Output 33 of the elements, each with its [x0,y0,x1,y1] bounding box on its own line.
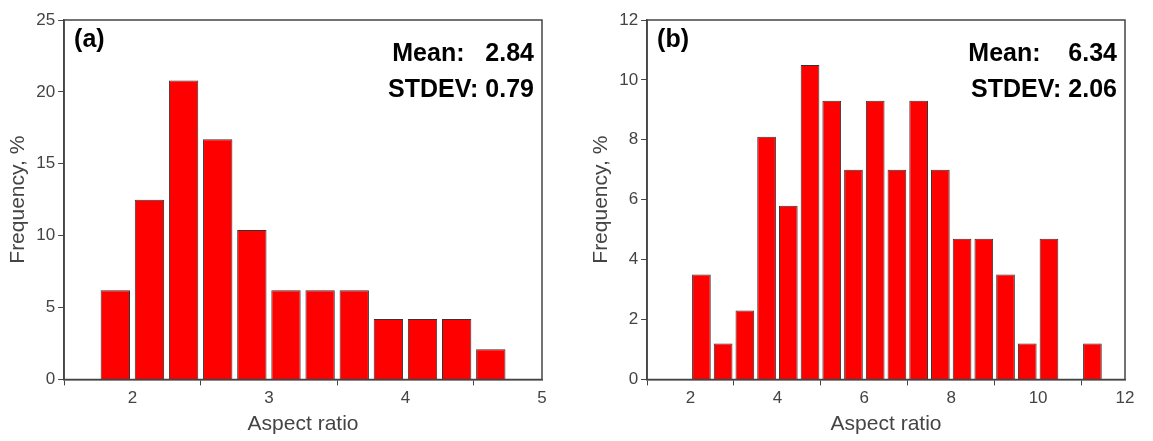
y-tick-label: 0 [628,369,639,389]
x-tick-label: 4 [772,388,783,408]
annotation: STDEV: 0.79 [388,74,534,103]
annotation: STDEV: 2.06 [971,74,1117,103]
y-tick-label: 2 [628,309,639,329]
y-tick-label: 15 [36,153,56,173]
x-tick-label: 10 [1028,388,1048,408]
x-tick-label: 2 [685,388,696,408]
annotation: (a) [74,24,105,53]
y-axis-title: Frequency, % [588,135,612,264]
y-tick-label: 5 [45,297,56,317]
x-axis-title: Aspect ratio [247,411,359,435]
x-tick-label: 4 [400,388,411,408]
annotation: (b) [657,24,690,53]
y-tick-label: 4 [628,249,639,269]
x-tick-label: 12 [1115,388,1135,408]
y-tick-label: 10 [36,225,56,245]
x-tick-label: 3 [264,388,274,408]
y-tick-label: 8 [628,129,639,149]
x-tick-label: 8 [946,388,956,408]
y-tick-label: 0 [45,369,56,389]
annotation: Mean: 6.34 [968,38,1118,67]
annotation: Mean: 2.84 [392,38,535,67]
y-tick-label: 12 [619,9,639,29]
y-tick-label: 6 [628,189,639,209]
x-tick-label: 2 [127,388,138,408]
y-axis-title: Frequency, % [5,135,29,264]
x-tick-label: 6 [859,388,870,408]
x-axis-title: Aspect ratio [830,411,942,435]
y-tick-label: 20 [36,81,56,101]
y-tick-label: 10 [619,69,639,89]
x-tick-label: 5 [537,388,547,408]
y-tick-label: 25 [36,9,56,29]
